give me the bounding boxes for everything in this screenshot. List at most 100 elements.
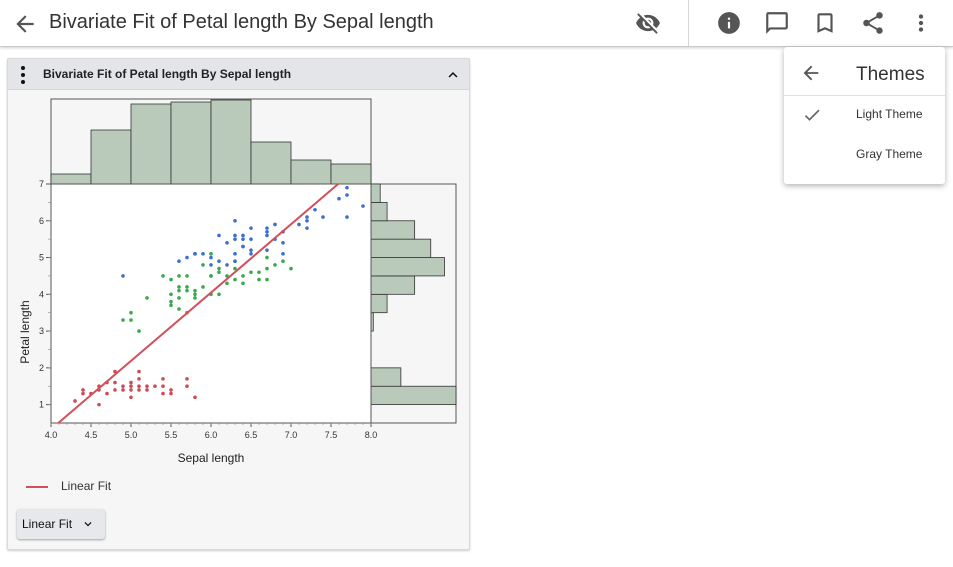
page-title: Bivariate Fit of Petal length By Sepal l… (49, 11, 434, 33)
x-histogram-bar (250, 141, 292, 185)
data-point (129, 380, 133, 385)
data-point (209, 252, 213, 256)
data-point (137, 384, 141, 389)
panel-title: Bivariate Fit of Petal length By Sepal l… (43, 67, 292, 81)
x-histogram-bar (90, 129, 132, 185)
data-point (185, 384, 189, 389)
data-point (361, 204, 365, 208)
x-histogram-bar (170, 101, 212, 185)
themes-menu: Themes Light Theme Gray Theme (784, 47, 945, 184)
data-point (257, 270, 261, 275)
more-vert-icon[interactable] (908, 10, 934, 36)
data-point (321, 215, 325, 219)
chart-axes: 4.0 4.5 5.0 5.5 6.0 6.5 7.0 7.5 8.0 1 2 3 4 5 6 7 (39, 179, 377, 440)
scatter-plot (50, 183, 372, 424)
visibility-off-icon[interactable] (635, 10, 661, 36)
x-tick-label: 8.0 (365, 430, 378, 440)
data-point (153, 384, 157, 389)
data-point (193, 296, 197, 300)
data-point (225, 281, 229, 286)
legend-swatch-linear-fit (26, 486, 48, 488)
data-point (305, 218, 309, 223)
comment-icon[interactable] (764, 10, 790, 36)
themes-menu-header: Themes (784, 47, 945, 96)
menu-item-gray-theme[interactable]: Gray Theme (784, 137, 945, 173)
back-arrow-icon[interactable] (12, 11, 38, 37)
chevron-down-icon (84, 522, 92, 527)
data-point (233, 218, 237, 223)
data-point (217, 270, 221, 275)
y-histogram-bar (370, 275, 416, 295)
y-histogram-bar (370, 257, 445, 277)
data-point (281, 252, 285, 256)
data-point (249, 252, 253, 256)
x-axis-label: Sepal length (178, 451, 245, 465)
data-point (265, 230, 269, 234)
data-point (305, 226, 309, 230)
linear-fit-line (56, 184, 340, 423)
data-point (233, 233, 237, 238)
data-point (185, 285, 189, 289)
menu-item-label: Gray Theme (856, 147, 923, 161)
x-histogram-bar (130, 103, 172, 185)
info-icon[interactable] (716, 10, 742, 36)
data-point (161, 384, 165, 389)
data-point (297, 222, 301, 227)
data-point (241, 274, 245, 278)
data-point (185, 377, 189, 381)
data-point (81, 391, 85, 396)
menu-item-light-theme[interactable]: Light Theme (784, 97, 945, 133)
data-point (217, 259, 221, 264)
y-tick-label: 4 (39, 289, 44, 299)
data-point (273, 263, 277, 267)
x-tick-label: 6.0 (205, 430, 218, 440)
data-point (169, 292, 173, 297)
bookmark-icon[interactable] (812, 10, 838, 36)
share-icon[interactable] (860, 10, 886, 36)
data-point (209, 274, 213, 278)
data-point (201, 263, 205, 267)
data-point (145, 388, 149, 392)
x-tick-label: 6.5 (245, 430, 258, 440)
data-point (177, 285, 181, 289)
data-point (305, 215, 309, 219)
back-arrow-icon[interactable] (800, 62, 822, 84)
data-point (129, 384, 133, 389)
data-point (161, 391, 165, 396)
x-histogram (50, 98, 372, 185)
linear-fit-dropdown-button[interactable]: Linear Fit (17, 509, 105, 539)
data-point (217, 233, 221, 238)
data-point (249, 270, 253, 275)
y-tick-label: 1 (39, 400, 44, 410)
x-histogram-bar (50, 173, 92, 185)
data-point (345, 215, 349, 219)
data-point (169, 299, 173, 304)
data-point (185, 274, 189, 278)
data-point (137, 377, 141, 381)
y-histogram (370, 183, 457, 424)
data-point (145, 384, 149, 389)
x-histogram-bar (290, 159, 332, 185)
panel-menu-icon[interactable] (17, 65, 29, 85)
data-point (121, 274, 125, 278)
data-point (113, 369, 117, 374)
data-point (113, 388, 117, 392)
data-point (265, 266, 269, 271)
y-histogram-bar (370, 220, 416, 240)
app-bar: Bivariate Fit of Petal length By Sepal l… (0, 0, 953, 47)
x-tick-label: 4.5 (85, 430, 98, 440)
data-point (225, 263, 229, 267)
data-point (129, 318, 133, 322)
y-histogram-bar (370, 183, 381, 203)
chevron-up-icon[interactable] (444, 66, 462, 84)
data-point (161, 377, 165, 381)
data-point (113, 380, 117, 385)
data-point (265, 233, 269, 238)
data-point (97, 402, 101, 407)
data-point (257, 277, 261, 282)
data-point (233, 266, 237, 271)
x-tick-label: 7.5 (325, 430, 338, 440)
data-point (217, 292, 221, 297)
data-point (241, 281, 245, 286)
data-point (193, 288, 197, 293)
